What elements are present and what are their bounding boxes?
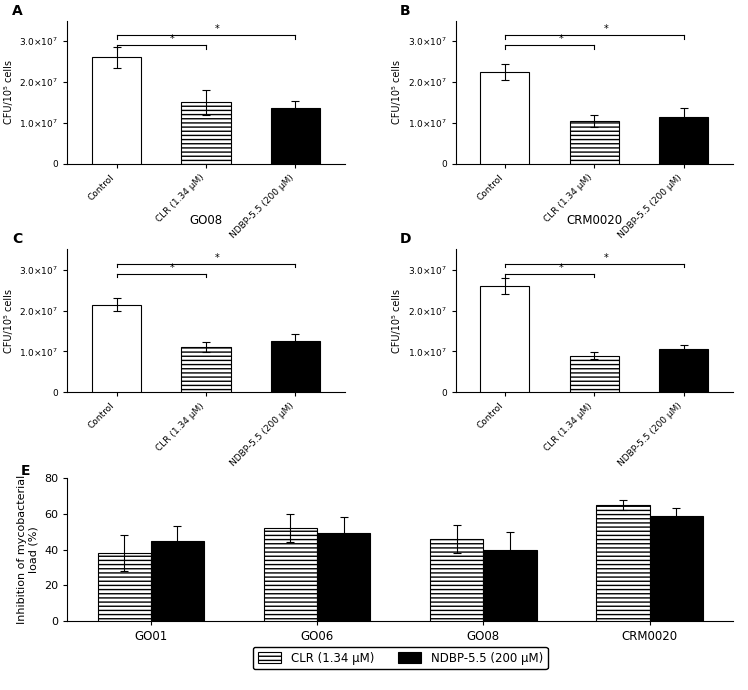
Text: D: D xyxy=(400,233,411,246)
Legend: CLR (1.34 μM), NDBP-5.5 (200 μM): CLR (1.34 μM), NDBP-5.5 (200 μM) xyxy=(253,647,548,669)
Title: CRM0020: CRM0020 xyxy=(566,215,622,228)
Bar xyxy=(596,505,649,621)
Bar xyxy=(271,342,320,393)
Y-axis label: CFU/10⁵ cells: CFU/10⁵ cells xyxy=(4,289,14,353)
Bar xyxy=(182,347,230,393)
Text: *: * xyxy=(604,253,608,263)
Text: C: C xyxy=(12,233,22,246)
Bar xyxy=(92,57,141,164)
Text: *: * xyxy=(215,253,220,263)
Bar xyxy=(649,515,703,621)
Title: GO08: GO08 xyxy=(189,215,223,228)
Bar xyxy=(264,528,317,621)
Y-axis label: CFU/10⁵ cells: CFU/10⁵ cells xyxy=(4,60,14,124)
Bar xyxy=(151,540,204,621)
Text: *: * xyxy=(171,34,175,44)
Text: *: * xyxy=(559,263,563,273)
Bar xyxy=(570,121,619,164)
Y-axis label: CFU/10⁵ cells: CFU/10⁵ cells xyxy=(392,289,402,353)
Bar xyxy=(97,553,151,621)
Bar xyxy=(480,286,530,393)
Y-axis label: Inhibition of mycobacterial
load (%): Inhibition of mycobacterial load (%) xyxy=(17,475,39,624)
Text: *: * xyxy=(559,34,563,44)
Text: B: B xyxy=(400,3,411,17)
Bar xyxy=(430,539,483,621)
Text: E: E xyxy=(21,464,30,477)
Text: A: A xyxy=(12,3,22,17)
Bar xyxy=(659,117,708,164)
Text: *: * xyxy=(215,24,220,34)
Bar xyxy=(570,355,619,393)
Bar xyxy=(271,108,320,164)
Text: *: * xyxy=(604,24,608,34)
Bar xyxy=(483,549,536,621)
Bar xyxy=(480,72,530,164)
Text: *: * xyxy=(171,263,175,273)
Y-axis label: CFU/10⁵ cells: CFU/10⁵ cells xyxy=(392,60,402,124)
Bar xyxy=(659,349,708,393)
Bar xyxy=(182,102,230,164)
Bar xyxy=(92,304,141,393)
Bar xyxy=(317,533,370,621)
